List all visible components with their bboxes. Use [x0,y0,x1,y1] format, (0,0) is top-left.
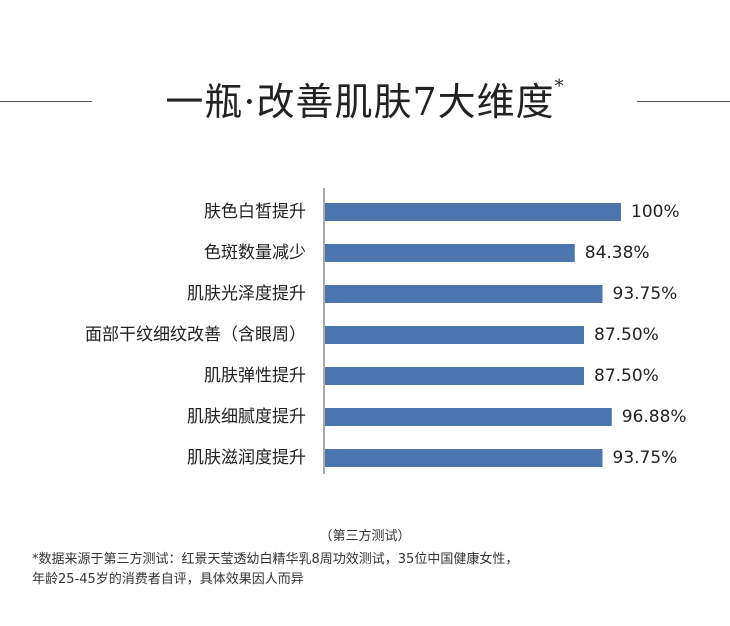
page-title-text: 一瓶·改善肌肤7大维度 [165,80,555,124]
bar [325,244,575,262]
bar [325,408,612,426]
value-label: 100% [631,202,680,222]
bar-chart: 肤色白皙提升 100% 色斑数量减少 84.38% 肌肤光泽度提升 93.75% 面部干纹细… [85,188,687,474]
category-label: 肌肤弹性提升 [204,366,306,386]
category-label: 肤色白皙提升 [204,202,306,222]
bar [325,326,584,344]
value-label: 84.38% [585,243,650,263]
value-label: 93.75% [613,284,678,304]
bar [325,449,603,467]
category-label: 肌肤光泽度提升 [187,284,306,304]
page-title: 一瓶·改善肌肤7大维度* [112,72,618,132]
footnote-line-1: *数据来源于第三方测试：红景天莹透幼白精华乳8周功效测试，35位中国健康女性， [32,552,519,567]
category-label: 肌肤细腻度提升 [187,407,306,427]
bar [325,203,621,221]
value-label: 87.50% [594,366,659,386]
bar [325,367,584,385]
title-divider-left [0,101,92,102]
value-label: 96.88% [622,407,687,427]
source-note: （第三方测试） [319,529,411,544]
title-divider-right [637,101,730,102]
value-label: 93.75% [613,448,678,468]
category-label: 肌肤滋润度提升 [187,448,306,468]
footnote-line-2: 年龄25-45岁的消费者自评，具体效果因人而异 [32,572,304,587]
footnote: *数据来源于第三方测试：红景天莹透幼白精华乳8周功效测试，35位中国健康女性， … [32,550,702,590]
title-bar: 一瓶·改善肌肤7大维度* [0,72,730,132]
bar [325,285,603,303]
title-asterisk: * [554,76,565,97]
category-label: 面部干纹细纹改善（含眼周） [85,325,306,345]
category-label: 色斑数量减少 [204,243,306,263]
value-label: 87.50% [594,325,659,345]
